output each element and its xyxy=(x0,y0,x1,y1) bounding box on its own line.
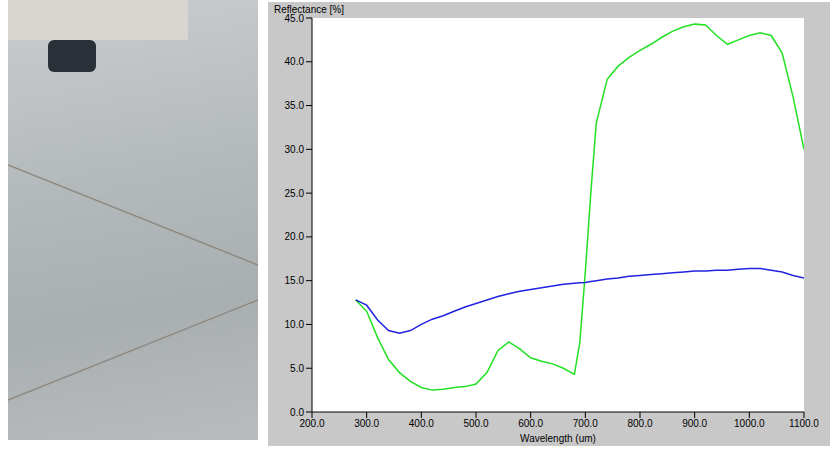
svg-text:30.0: 30.0 xyxy=(285,144,305,155)
svg-text:900.0: 900.0 xyxy=(682,418,707,429)
svg-text:400.0: 400.0 xyxy=(409,418,434,429)
svg-text:600.0: 600.0 xyxy=(518,418,543,429)
svg-text:1000.0: 1000.0 xyxy=(734,418,765,429)
svg-text:1100.0: 1100.0 xyxy=(789,418,819,429)
svg-text:700.0: 700.0 xyxy=(573,418,598,429)
svg-text:45.0: 45.0 xyxy=(285,13,305,24)
svg-text:25.0: 25.0 xyxy=(285,188,305,199)
svg-text:500.0: 500.0 xyxy=(463,418,488,429)
svg-text:800.0: 800.0 xyxy=(627,418,652,429)
svg-text:35.0: 35.0 xyxy=(285,100,305,111)
svg-text:15.0: 15.0 xyxy=(285,275,305,286)
svg-text:Wavelength (um): Wavelength (um) xyxy=(520,433,596,444)
svg-text:40.0: 40.0 xyxy=(285,56,305,67)
svg-text:0.0: 0.0 xyxy=(290,407,304,418)
svg-text:5.0: 5.0 xyxy=(290,363,304,374)
svg-text:10.0: 10.0 xyxy=(285,319,305,330)
svg-text:300.0: 300.0 xyxy=(354,418,379,429)
svg-text:200.0: 200.0 xyxy=(299,418,324,429)
svg-text:20.0: 20.0 xyxy=(285,231,305,242)
html-text:Reflectance [%]: Reflectance [%] xyxy=(274,4,344,15)
